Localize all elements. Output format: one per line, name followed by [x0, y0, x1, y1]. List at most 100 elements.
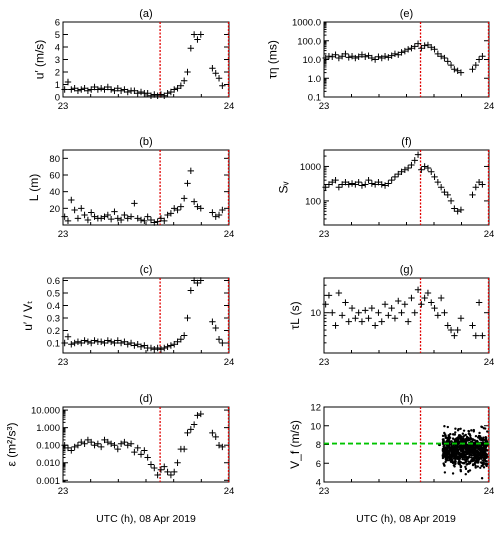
data-point-d-37 — [184, 429, 191, 437]
plot-area-g — [323, 277, 490, 354]
data-point-d-17 — [117, 440, 125, 448]
data-point-b-14 — [107, 215, 115, 223]
data-point-e-7 — [345, 54, 352, 61]
ytick-label-c-1: 0.2 — [47, 326, 60, 337]
data-point-d-19 — [124, 441, 131, 449]
data-point-e-25 — [404, 46, 412, 53]
data-point-c-21 — [131, 342, 138, 349]
data-dot-h — [443, 449, 446, 452]
data-point-e-28 — [414, 40, 422, 47]
data-dot-h — [450, 450, 453, 454]
data-point-c-27 — [151, 346, 158, 353]
data-point-b-21 — [131, 200, 138, 207]
data-point-f-12 — [362, 181, 369, 188]
data-dot-h — [441, 434, 445, 438]
data-point-h-5 — [479, 446, 483, 450]
data-dot-h — [445, 453, 448, 457]
data-point-f-18 — [381, 182, 389, 189]
data-point-d-15 — [111, 441, 118, 449]
data-point-e-22 — [395, 51, 402, 58]
data-point-b-43 — [212, 213, 219, 220]
data-dot-h — [482, 461, 485, 464]
data-point-d-34 — [174, 459, 181, 466]
data-point-e-15 — [371, 56, 379, 63]
data-point-d-6 — [81, 440, 88, 448]
data-point-b-36 — [180, 195, 188, 202]
data-point-e-26 — [408, 45, 415, 52]
data-dot-h — [469, 438, 473, 441]
data-point-d-18 — [121, 438, 128, 446]
data-point-g-24 — [401, 301, 409, 308]
data-point-c-4 — [74, 338, 82, 345]
data-dot-h — [457, 453, 461, 456]
data-point-g-9 — [352, 315, 359, 322]
data-point-h-3 — [462, 450, 466, 454]
data-point-f-43 — [472, 183, 479, 191]
data-dot-h — [474, 448, 477, 452]
data-point-a-3 — [71, 85, 78, 92]
xtick-label-d-1: 24 — [224, 486, 235, 497]
data-point-f-1 — [325, 181, 333, 188]
data-point-e-42 — [469, 66, 476, 73]
plot-area-a — [62, 21, 230, 98]
data-dot-h — [443, 464, 446, 467]
y-axis-label-f: Sᵥ — [277, 181, 291, 193]
data-point-g-29 — [418, 301, 425, 308]
data-dot-h — [457, 434, 461, 437]
data-point-d-2 — [68, 447, 75, 454]
data-point-a-31 — [164, 90, 171, 97]
data-point-d-38 — [187, 426, 195, 433]
data-point-f-15 — [371, 181, 379, 188]
data-point-e-10 — [355, 53, 362, 60]
data-point-e-39 — [451, 66, 458, 73]
data-point-f-14 — [368, 180, 376, 187]
data-dot-h — [478, 451, 481, 455]
data-point-b-33 — [171, 205, 178, 212]
data-point-e-5 — [338, 52, 346, 60]
data-point-b-37 — [184, 180, 191, 187]
data-point-a-14 — [107, 86, 115, 93]
data-point-f-42 — [469, 191, 476, 199]
data-point-g-22 — [395, 297, 402, 305]
data-point-g-37 — [444, 322, 451, 329]
data-dot-h — [449, 432, 452, 436]
data-point-d-30 — [161, 463, 168, 470]
data-dot-h — [464, 465, 467, 469]
panel-f: (f) 100 1000 23 24 Sᵥ — [277, 136, 495, 240]
data-dot-h — [465, 435, 469, 439]
data-point-g-15 — [371, 322, 379, 329]
xtick-label-f-0: 23 — [319, 229, 330, 240]
data-point-d-0 — [61, 441, 68, 449]
data-point-a-44 — [215, 75, 223, 82]
data-point-a-8 — [88, 86, 95, 93]
data-dot-h — [441, 447, 445, 451]
data-point-a-38 — [187, 45, 195, 52]
data-dot-h — [467, 437, 471, 441]
data-point-f-2 — [329, 178, 336, 186]
data-point-f-40 — [454, 208, 461, 215]
data-dot-h — [446, 455, 449, 459]
ytick-label-c-3: 0.4 — [47, 301, 60, 312]
data-point-a-41 — [197, 31, 204, 38]
data-point-c-41 — [197, 277, 204, 284]
data-dot-h — [483, 456, 487, 459]
data-dot-h — [483, 458, 486, 461]
ytick-label-a-3: 3 — [55, 55, 60, 66]
xtick-label-f-1: 24 — [484, 229, 495, 240]
data-point-b-42 — [209, 209, 216, 216]
data-point-e-12 — [362, 53, 369, 60]
data-point-f-34 — [434, 178, 442, 186]
data-point-d-45 — [219, 443, 226, 451]
data-point-e-17 — [378, 54, 385, 62]
data-point-g-35 — [437, 294, 445, 302]
data-point-c-33 — [171, 341, 178, 348]
data-dot-h — [462, 435, 465, 438]
data-point-g-6 — [342, 299, 349, 306]
data-point-c-38 — [187, 287, 195, 294]
data-point-d-7 — [84, 436, 92, 444]
data-point-f-22 — [395, 170, 402, 178]
data-point-b-32 — [167, 210, 175, 217]
ytick-label-b-3: 80 — [49, 154, 60, 165]
data-dot-h — [481, 459, 484, 462]
data-point-a-37 — [184, 68, 191, 76]
